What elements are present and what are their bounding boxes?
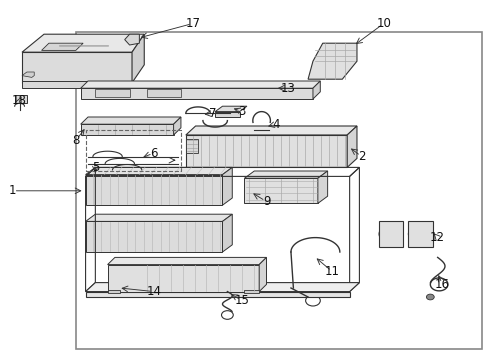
- Text: 1: 1: [8, 184, 16, 197]
- Text: 11: 11: [325, 265, 339, 278]
- Polygon shape: [15, 95, 27, 103]
- Polygon shape: [146, 89, 181, 97]
- Polygon shape: [185, 135, 346, 167]
- Polygon shape: [107, 257, 266, 265]
- Text: 15: 15: [234, 294, 249, 307]
- Polygon shape: [244, 290, 259, 293]
- Polygon shape: [346, 126, 356, 167]
- Circle shape: [412, 229, 427, 239]
- Polygon shape: [107, 265, 259, 292]
- Circle shape: [383, 229, 398, 239]
- Polygon shape: [22, 52, 132, 83]
- Text: 10: 10: [376, 17, 390, 30]
- Polygon shape: [81, 88, 312, 99]
- Polygon shape: [244, 178, 317, 203]
- Polygon shape: [22, 34, 144, 52]
- Bar: [76, 32, 481, 349]
- Polygon shape: [407, 221, 432, 247]
- Polygon shape: [85, 167, 232, 175]
- Polygon shape: [107, 290, 120, 293]
- Text: 16: 16: [434, 278, 449, 291]
- Text: 3: 3: [238, 105, 245, 118]
- Polygon shape: [222, 214, 232, 252]
- Text: 6: 6: [150, 147, 158, 159]
- Polygon shape: [244, 171, 327, 178]
- Polygon shape: [259, 257, 266, 292]
- Polygon shape: [85, 214, 232, 221]
- Polygon shape: [185, 126, 356, 135]
- Text: 17: 17: [185, 17, 200, 30]
- Bar: [85, 130, 181, 171]
- Circle shape: [378, 225, 403, 243]
- Text: 18: 18: [12, 94, 27, 107]
- Polygon shape: [132, 34, 144, 83]
- Circle shape: [426, 294, 433, 300]
- Text: 9: 9: [262, 195, 270, 208]
- Text: 5: 5: [91, 161, 99, 174]
- Circle shape: [407, 225, 432, 243]
- Polygon shape: [85, 283, 359, 292]
- Polygon shape: [173, 117, 181, 135]
- Text: 13: 13: [281, 82, 295, 95]
- Polygon shape: [222, 167, 232, 205]
- Polygon shape: [81, 81, 320, 88]
- Polygon shape: [378, 221, 403, 247]
- Text: 2: 2: [357, 150, 365, 163]
- Text: 12: 12: [429, 231, 444, 244]
- Polygon shape: [307, 43, 356, 79]
- Polygon shape: [124, 34, 139, 45]
- Polygon shape: [85, 221, 222, 252]
- Polygon shape: [81, 124, 173, 135]
- Polygon shape: [22, 72, 34, 77]
- Text: 8: 8: [72, 134, 80, 147]
- Polygon shape: [81, 117, 181, 124]
- Polygon shape: [317, 171, 327, 203]
- Polygon shape: [215, 112, 239, 117]
- Polygon shape: [185, 139, 198, 153]
- Polygon shape: [95, 89, 129, 97]
- Polygon shape: [312, 81, 320, 99]
- Polygon shape: [85, 292, 349, 297]
- Text: 4: 4: [272, 118, 280, 131]
- Text: 14: 14: [146, 285, 161, 298]
- Polygon shape: [85, 175, 222, 205]
- Polygon shape: [215, 106, 246, 112]
- Polygon shape: [22, 81, 132, 88]
- Polygon shape: [41, 43, 83, 50]
- Text: 7: 7: [208, 107, 216, 120]
